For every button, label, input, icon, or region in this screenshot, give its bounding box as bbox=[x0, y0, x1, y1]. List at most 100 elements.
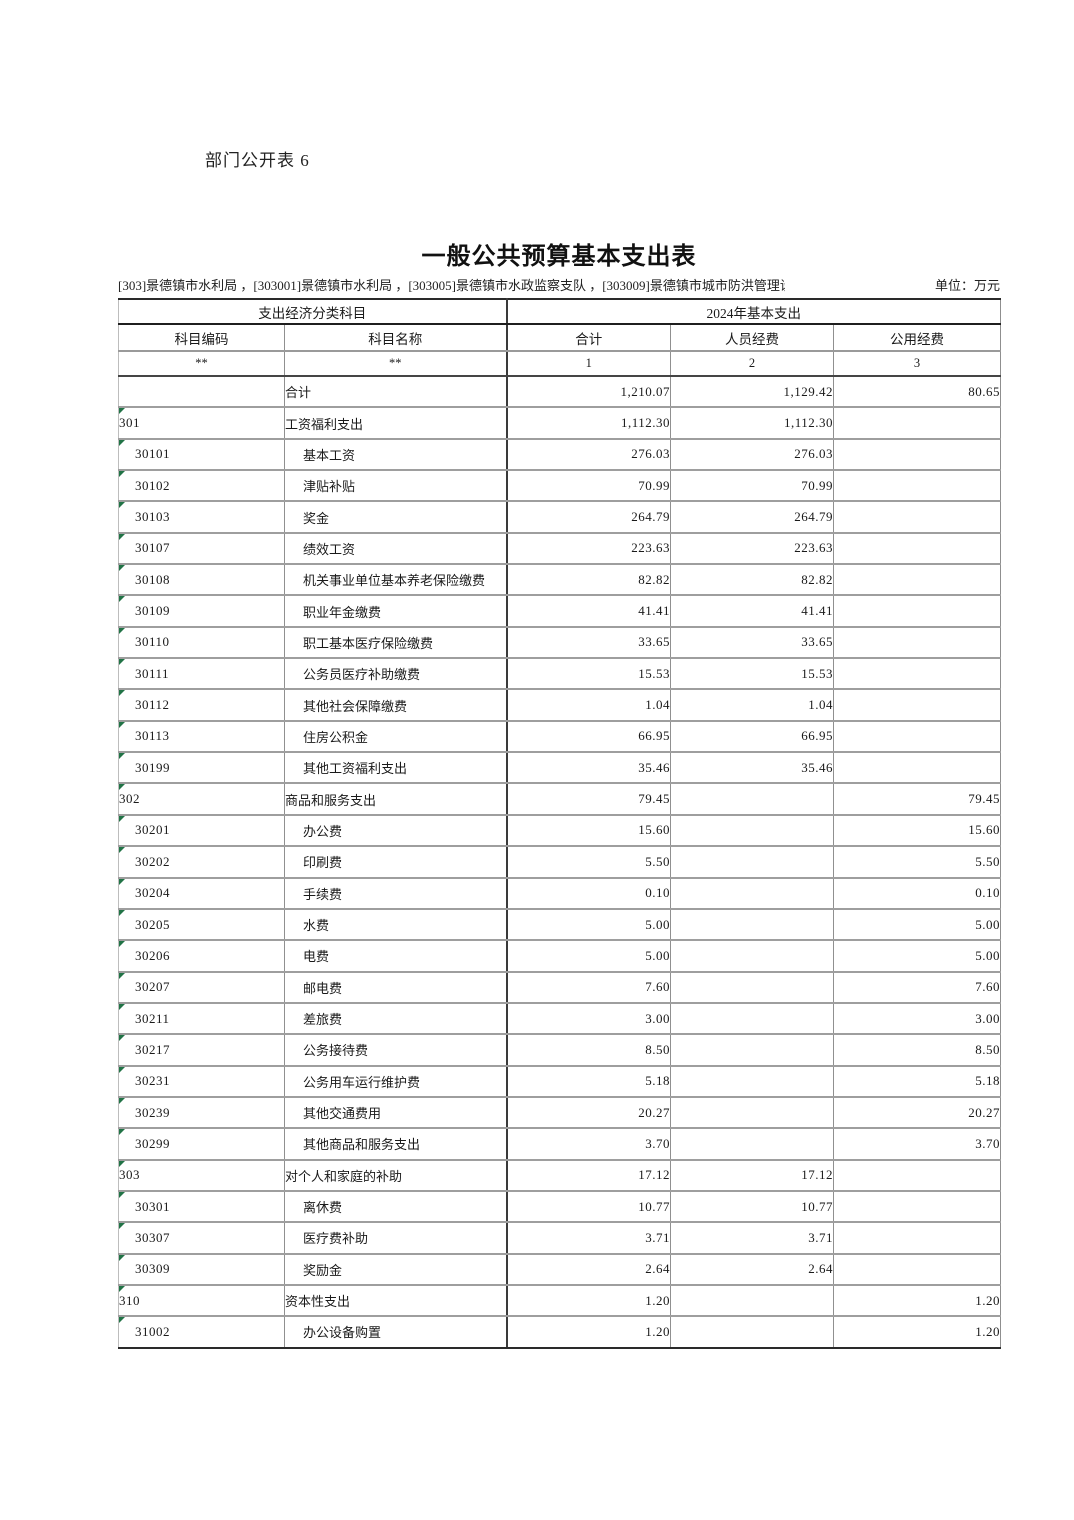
subject-name-cell: 绩效工资 bbox=[284, 532, 507, 566]
total-amount-cell-text: 10.77 bbox=[638, 1198, 670, 1214]
subject-code-cell-text: 30111 bbox=[135, 665, 170, 681]
subject-name-cell: 基本工资 bbox=[284, 438, 507, 472]
total-amount-cell-text: 33.65 bbox=[638, 634, 670, 650]
total-amount-cell-text: 41.41 bbox=[638, 603, 670, 619]
cell-corner-marker-icon bbox=[119, 972, 125, 979]
personnel-amount-cell bbox=[670, 971, 834, 1004]
subject-code-cell-text: 30108 bbox=[135, 571, 170, 587]
subject-code-cell-text: 303 bbox=[119, 1167, 140, 1183]
subtitle-row: [303]景德镇市水利局 ，[303001]景德镇市水利局 ，[303005]景… bbox=[118, 277, 1000, 295]
personnel-amount-cell bbox=[670, 940, 834, 973]
subject-name-cell-text: 对个人和家庭的补助 bbox=[285, 1168, 403, 1184]
subject-code-cell-text: 30301 bbox=[135, 1198, 170, 1214]
subject-code-cell-text: 30217 bbox=[135, 1041, 170, 1057]
col-index-cell: 3 bbox=[833, 351, 1001, 377]
subject-code-cell: 30301 bbox=[118, 1190, 285, 1224]
total-amount-cell: 2.64 bbox=[505, 1253, 671, 1286]
subject-code-cell-text: 301 bbox=[119, 415, 140, 431]
total-amount-cell-text: 79.45 bbox=[638, 791, 670, 807]
total-amount-cell-text: 3.70 bbox=[645, 1135, 670, 1151]
total-amount-cell-text: 17.12 bbox=[638, 1167, 670, 1183]
subject-code-cell: 30199 bbox=[118, 752, 285, 785]
cell-corner-marker-icon bbox=[119, 659, 125, 666]
table-row: 30109 职业年金缴费 41.41 41.41 bbox=[118, 595, 1001, 628]
table-row: 30102 津贴补贴 70.99 70.99 bbox=[118, 470, 1001, 503]
budget-table-body: 合计 1,210.07 1,129.42 80.65 301 工资福利支出 1,112.30… bbox=[118, 376, 1001, 1349]
total-amount-cell: 5.00 bbox=[505, 908, 671, 942]
total-amount-cell: 66.95 bbox=[505, 720, 671, 754]
public-funds-amount-cell: 5.18 bbox=[833, 1065, 1001, 1098]
personnel-amount-cell bbox=[670, 1002, 834, 1036]
subject-code-cell-text: 30211 bbox=[135, 1010, 170, 1026]
personnel-amount-cell bbox=[670, 1096, 834, 1130]
cell-corner-marker-icon bbox=[119, 408, 125, 415]
column-header-row: 科目编码 科目名称 合计 人员经费 公用经费 bbox=[118, 324, 1001, 352]
table-row: 30101 基本工资 276.03 276.03 bbox=[118, 438, 1001, 472]
subject-name-cell-text: 绩效工资 bbox=[303, 541, 356, 557]
subject-name-cell: 其他商品和服务支出 bbox=[284, 1128, 507, 1161]
subject-name-cell: 邮电费 bbox=[284, 971, 507, 1004]
subject-code-cell-text: 30307 bbox=[135, 1229, 170, 1245]
total-amount-cell-text: 3.00 bbox=[645, 1010, 670, 1026]
subject-code-cell-text: 30109 bbox=[135, 603, 170, 619]
personnel-amount-cell bbox=[670, 908, 834, 942]
personnel-amount-cell: 15.53 bbox=[670, 658, 834, 691]
total-amount-cell-text: 223.63 bbox=[631, 540, 670, 556]
total-amount-cell: 276.03 bbox=[505, 438, 671, 472]
subject-name-cell-text: 医疗费补助 bbox=[303, 1231, 369, 1247]
subject-name-cell-text: 职工基本医疗保险缴费 bbox=[303, 635, 434, 651]
cell-corner-marker-icon bbox=[119, 502, 125, 509]
subject-name-cell-text: 职业年金缴费 bbox=[303, 604, 382, 620]
subject-code-cell-text: 30113 bbox=[135, 728, 170, 744]
table-row: 30199 其他工资福利支出 35.46 35.46 bbox=[118, 752, 1001, 785]
public-funds-amount-cell bbox=[833, 595, 1001, 628]
table-header: 支出经济分类科目 2024年基本支出 科目编码 科目名称 合计 人员经费 公用经… bbox=[118, 299, 1001, 377]
cell-corner-marker-icon bbox=[119, 596, 125, 603]
subject-code-cell: 30231 bbox=[118, 1065, 285, 1098]
public-funds-amount-cell bbox=[833, 720, 1001, 754]
subject-code-cell: 30107 bbox=[118, 532, 285, 566]
subject-code-cell: 302 bbox=[118, 783, 285, 816]
subject-name-cell-text: 办公设备购置 bbox=[303, 1325, 382, 1341]
cell-corner-marker-icon bbox=[119, 533, 125, 540]
table-row: 30307 医疗费补助 3.71 3.71 bbox=[118, 1222, 1001, 1255]
table-row: 30211 差旅费 3.00 3.00 bbox=[118, 1002, 1001, 1036]
total-amount-cell: 10.77 bbox=[505, 1190, 671, 1224]
subject-name-cell: 办公费 bbox=[284, 814, 507, 848]
total-amount-cell: 5.00 bbox=[505, 940, 671, 973]
subject-name-cell-text: 住房公积金 bbox=[303, 729, 369, 745]
personnel-amount-cell: 41.41 bbox=[670, 595, 834, 628]
subject-code-cell: 30205 bbox=[118, 908, 285, 942]
cell-corner-marker-icon bbox=[119, 1285, 125, 1292]
col-header-public-funds: 公用经费 bbox=[833, 324, 1001, 352]
cell-corner-marker-icon bbox=[119, 1097, 125, 1104]
table-row: 30231 公务用车运行维护费 5.18 5.18 bbox=[118, 1065, 1001, 1098]
personnel-amount-cell bbox=[670, 1034, 834, 1067]
public-funds-amount-cell-text: 1.20 bbox=[975, 1323, 1000, 1339]
personnel-amount-cell: 10.77 bbox=[670, 1190, 834, 1224]
public-funds-amount-cell: 5.50 bbox=[833, 846, 1001, 879]
cell-corner-marker-icon bbox=[119, 627, 125, 634]
subject-name-cell-text: 其他交通费用 bbox=[303, 1106, 382, 1122]
total-amount-cell: 17.12 bbox=[505, 1159, 671, 1192]
personnel-amount-cell-text: 264.79 bbox=[794, 509, 833, 525]
subject-code-cell-text: 30201 bbox=[135, 822, 170, 838]
subject-name-cell: 其他交通费用 bbox=[284, 1096, 507, 1130]
subject-name-cell: 商品和服务支出 bbox=[284, 783, 507, 816]
subject-name-cell: 合计 bbox=[284, 376, 507, 409]
table-row: 30299 其他商品和服务支出 3.70 3.70 bbox=[118, 1128, 1001, 1161]
sheet: 一般公共预算基本支出表 [303]景德镇市水利局 ，[303001]景德镇市水利… bbox=[118, 243, 1001, 1349]
personnel-amount-cell-text: 66.95 bbox=[801, 728, 833, 744]
public-funds-amount-cell: 3.00 bbox=[833, 1002, 1001, 1036]
public-funds-amount-cell-text: 7.60 bbox=[975, 979, 1000, 995]
public-funds-amount-cell: 5.00 bbox=[833, 908, 1001, 942]
subject-code-cell: 30207 bbox=[118, 971, 285, 1004]
cell-corner-marker-icon bbox=[119, 1066, 125, 1073]
personnel-amount-cell-text: 223.63 bbox=[794, 540, 833, 556]
personnel-amount-cell: 35.46 bbox=[670, 752, 834, 785]
subject-name-cell-text: 邮电费 bbox=[303, 980, 343, 996]
public-funds-amount-cell bbox=[833, 532, 1001, 566]
total-amount-cell-text: 2.64 bbox=[645, 1261, 670, 1277]
subject-name-cell-text: 奖励金 bbox=[303, 1262, 343, 1278]
subject-code-cell: 30299 bbox=[118, 1128, 285, 1161]
